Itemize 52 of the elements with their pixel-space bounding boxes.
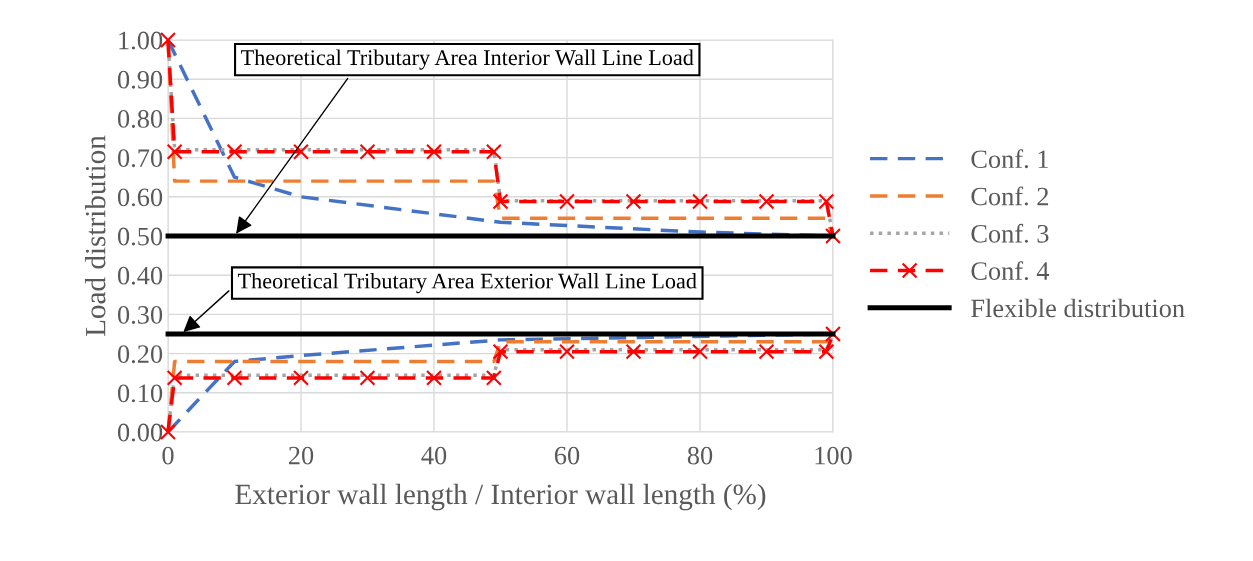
point xyxy=(625,343,642,360)
point xyxy=(166,369,183,386)
point xyxy=(818,193,835,210)
point xyxy=(559,343,575,360)
legend-label: Conf. 1 xyxy=(971,149,1048,169)
x-tick-label: 20 xyxy=(288,446,314,465)
point xyxy=(359,369,376,386)
x-tick-label: 100 xyxy=(815,446,852,465)
point xyxy=(426,143,442,160)
y-tick-label: 0.00 xyxy=(117,423,163,442)
legend-label: Conf. 2 xyxy=(971,186,1049,206)
y-tick-label: 0.20 xyxy=(117,345,163,364)
point xyxy=(492,193,509,210)
legend-label: Conf. 3 xyxy=(971,223,1049,243)
x-tick-label: 60 xyxy=(554,446,580,465)
y-tick-label: 0.60 xyxy=(117,188,163,207)
point xyxy=(485,369,502,386)
y-tick-label: 0.30 xyxy=(117,306,163,324)
point xyxy=(625,193,642,210)
x-tick-label: 40 xyxy=(421,446,447,465)
y-tick-label: 0.50 xyxy=(117,227,163,246)
y-axis-title: Load distribution xyxy=(84,135,106,337)
y-tick-label: 0.70 xyxy=(117,149,163,168)
y-tick-label: 0.10 xyxy=(117,384,163,403)
annotation: Theoretical Tributary Area Exterior Wall Line Load xyxy=(237,272,697,294)
point xyxy=(226,143,243,160)
point xyxy=(166,143,183,160)
y-tick-label: 0.80 xyxy=(117,110,163,128)
point xyxy=(692,343,708,360)
point xyxy=(825,228,841,244)
point xyxy=(293,143,309,160)
point xyxy=(559,193,575,210)
point xyxy=(818,343,835,360)
point xyxy=(758,193,775,210)
y-tick-label: 0.90 xyxy=(117,70,163,89)
point xyxy=(825,326,841,342)
legend-label: Conf. 4 xyxy=(971,261,1050,281)
y-tick-label: 0.40 xyxy=(117,266,163,285)
annotation: Theoretical Tributary Area Interior Wall Line Load xyxy=(241,49,694,70)
y-tick-label: 1.00 xyxy=(119,31,163,50)
point xyxy=(426,369,442,386)
point xyxy=(492,343,509,360)
point xyxy=(359,143,376,160)
x-tick-label: 80 xyxy=(687,446,713,465)
point xyxy=(758,343,775,360)
point xyxy=(226,369,243,386)
point xyxy=(293,369,309,386)
point xyxy=(692,193,708,210)
x-tick-label: 0 xyxy=(162,446,174,465)
point xyxy=(485,143,502,160)
x-axis-title: Exterior wall length / Interior wall length (%) xyxy=(235,483,766,511)
legend-label: Flexible distribution xyxy=(971,298,1185,318)
